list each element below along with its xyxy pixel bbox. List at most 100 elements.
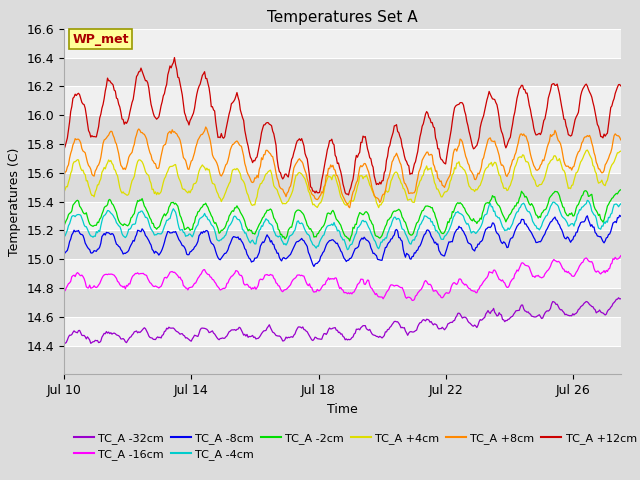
Bar	[64, 86, 621, 115]
TC_A +4cm	[375, 205, 383, 211]
TC_A +4cm	[617, 148, 625, 154]
Bar	[64, 115, 621, 144]
TC_A -4cm	[362, 219, 370, 225]
Line: TC_A -4cm: TC_A -4cm	[64, 200, 621, 250]
TC_A -32cm	[604, 309, 611, 314]
TC_A -32cm	[324, 327, 332, 333]
TC_A +12cm	[519, 83, 527, 88]
TC_A +4cm	[324, 173, 332, 179]
TC_A +12cm	[171, 55, 179, 60]
TC_A +8cm	[519, 132, 527, 138]
TC_A -2cm	[393, 208, 401, 214]
TC_A -4cm	[584, 197, 591, 203]
TC_A +12cm	[329, 141, 337, 146]
TC_A -32cm	[617, 296, 625, 301]
TC_A +8cm	[394, 153, 401, 159]
TC_A -32cm	[60, 341, 68, 347]
TC_A +4cm	[606, 168, 614, 174]
TC_A -16cm	[324, 275, 332, 281]
TC_A -4cm	[606, 215, 614, 221]
TC_A -8cm	[329, 237, 337, 243]
TC_A -16cm	[392, 283, 399, 288]
TC_A +12cm	[606, 114, 614, 120]
Bar	[64, 144, 621, 173]
TC_A +12cm	[394, 129, 401, 134]
TC_A +8cm	[202, 124, 209, 130]
Legend: TC_A -32cm, TC_A -16cm, TC_A -8cm, TC_A -4cm, TC_A -2cm, TC_A +4cm, TC_A +8cm, T: TC_A -32cm, TC_A -16cm, TC_A -8cm, TC_A …	[70, 428, 640, 465]
TC_A -4cm	[518, 202, 525, 207]
TC_A -32cm	[392, 319, 399, 324]
Line: TC_A +12cm: TC_A +12cm	[64, 58, 621, 195]
TC_A +8cm	[364, 167, 371, 172]
TC_A +12cm	[364, 146, 371, 152]
TC_A -2cm	[328, 209, 335, 215]
TC_A -16cm	[328, 276, 335, 282]
TC_A -8cm	[518, 216, 525, 222]
Line: TC_A +8cm: TC_A +8cm	[64, 127, 621, 208]
TC_A +8cm	[606, 152, 614, 158]
TC_A -8cm	[310, 264, 318, 269]
TC_A +4cm	[60, 190, 68, 195]
TC_A -8cm	[326, 238, 333, 243]
TC_A +12cm	[60, 146, 68, 152]
TC_A -16cm	[518, 260, 525, 266]
TC_A +4cm	[584, 147, 591, 153]
TC_A -4cm	[617, 201, 625, 207]
X-axis label: Time: Time	[327, 403, 358, 416]
TC_A +8cm	[329, 162, 337, 168]
Bar	[64, 346, 621, 374]
Bar	[64, 230, 621, 259]
TC_A -16cm	[60, 288, 68, 294]
TC_A -32cm	[516, 304, 524, 310]
TC_A +8cm	[326, 166, 333, 171]
TC_A -2cm	[362, 209, 370, 215]
Bar	[64, 202, 621, 230]
TC_A +8cm	[346, 205, 353, 211]
TC_A -4cm	[60, 234, 68, 240]
TC_A -2cm	[346, 238, 353, 244]
Y-axis label: Temperatures (C): Temperatures (C)	[8, 147, 21, 256]
Bar	[64, 288, 621, 317]
TC_A -16cm	[408, 298, 416, 303]
TC_A -8cm	[605, 231, 612, 237]
TC_A -8cm	[60, 252, 68, 257]
TC_A -2cm	[605, 202, 612, 207]
TC_A +4cm	[328, 177, 335, 182]
Line: TC_A -2cm: TC_A -2cm	[64, 190, 621, 241]
TC_A +8cm	[617, 137, 625, 143]
TC_A -32cm	[328, 326, 335, 332]
TC_A -8cm	[617, 214, 625, 219]
Line: TC_A -8cm: TC_A -8cm	[64, 215, 621, 266]
TC_A +12cm	[617, 83, 625, 89]
TC_A -4cm	[344, 247, 351, 252]
TC_A +12cm	[326, 138, 333, 144]
Line: TC_A -16cm: TC_A -16cm	[64, 256, 621, 300]
TC_A -8cm	[362, 237, 370, 243]
TC_A -2cm	[324, 210, 332, 216]
TC_A -16cm	[605, 266, 612, 272]
TC_A -16cm	[617, 253, 625, 259]
TC_A -4cm	[328, 221, 335, 227]
Bar	[64, 259, 621, 288]
Bar	[64, 29, 621, 58]
TC_A -8cm	[616, 212, 623, 218]
Bar	[64, 173, 621, 202]
TC_A +4cm	[393, 169, 401, 175]
TC_A -2cm	[617, 187, 625, 192]
Text: WP_met: WP_met	[72, 33, 129, 46]
TC_A +8cm	[60, 173, 68, 179]
Line: TC_A +4cm: TC_A +4cm	[64, 150, 621, 208]
TC_A +12cm	[345, 192, 353, 198]
TC_A +4cm	[362, 174, 369, 180]
Bar	[64, 317, 621, 346]
TC_A -4cm	[324, 223, 332, 228]
TC_A -16cm	[362, 282, 369, 288]
TC_A -8cm	[393, 227, 401, 232]
TC_A -2cm	[518, 188, 525, 194]
TC_A -32cm	[362, 323, 369, 328]
TC_A -2cm	[60, 223, 68, 229]
TC_A -4cm	[393, 216, 401, 222]
TC_A +4cm	[518, 155, 525, 160]
Title: Temperatures Set A: Temperatures Set A	[267, 10, 418, 25]
TC_A -32cm	[615, 295, 623, 300]
